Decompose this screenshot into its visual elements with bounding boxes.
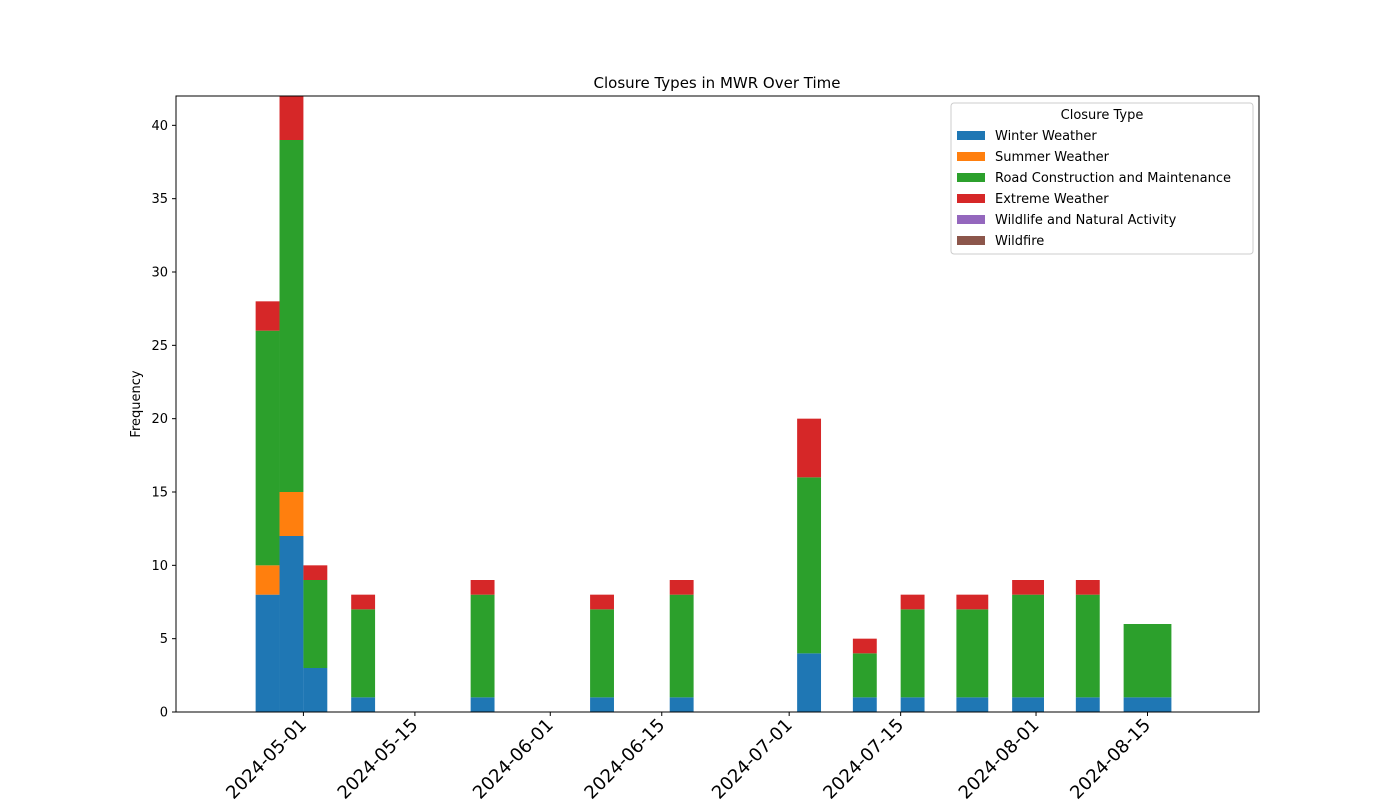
y-tick-label-4: 20 — [151, 412, 168, 427]
bar-segment-1-1 — [279, 492, 304, 536]
y-tick-label-6: 30 — [151, 266, 168, 281]
bar-segment-1-3 — [279, 96, 304, 140]
bar-segment-10-0 — [956, 697, 989, 712]
bar-segment-12-2 — [1075, 594, 1100, 698]
legend-box — [950, 102, 1254, 255]
bar-segment-9-3 — [900, 594, 925, 610]
x-axis: 2024-05-01 2024-05-15 2024-06-01 2024-06-15… — [222, 712, 1155, 800]
x-tick-label-0: 2024-05-01 — [222, 715, 311, 800]
legend-label-0: Winter Weather — [995, 129, 1097, 144]
bar-segment-11-0 — [1012, 697, 1044, 712]
legend-swatch-4 — [957, 215, 985, 224]
bars-layer — [255, 96, 1172, 712]
bar-segment-0-3 — [255, 301, 280, 331]
bar-segment-3-3 — [351, 594, 376, 610]
bar-segment-2-3 — [303, 565, 328, 580]
x-tick-label-7: 2024-08-15 — [1066, 715, 1155, 800]
bar-segment-13-0 — [1123, 697, 1172, 712]
bar-segment-6-3 — [669, 580, 694, 595]
x-tick-label-5: 2024-07-15 — [819, 715, 908, 800]
bar-segment-5-2 — [590, 609, 614, 698]
bar-segment-7-3 — [797, 418, 822, 478]
y-tick-label-3: 15 — [151, 486, 168, 501]
bar-segment-9-2 — [900, 609, 925, 698]
bar-segment-11-3 — [1012, 580, 1044, 595]
legend-label-5: Wildfire — [995, 234, 1044, 249]
legend-label-4: Wildlife and Natural Activity — [995, 213, 1177, 228]
bar-segment-10-3 — [956, 594, 989, 610]
bar-segment-12-3 — [1075, 580, 1100, 595]
bar-segment-9-0 — [900, 697, 925, 712]
bar-segment-12-0 — [1075, 697, 1100, 712]
y-tick-label-0: 0 — [160, 706, 168, 721]
plot-frame — [175, 95, 1260, 713]
bar-segment-1-2 — [279, 140, 304, 492]
legend: Closure Type Winter Weather Summer Weather… — [950, 102, 1254, 255]
bar-segment-0-0 — [255, 594, 280, 712]
y-tick-label-2: 10 — [151, 559, 168, 574]
bar-segment-5-3 — [590, 594, 614, 610]
y-tick-label-5: 25 — [151, 339, 168, 354]
bar-segment-8-2 — [852, 653, 877, 698]
chart-title: Closure Types in MWR Over Time — [594, 74, 841, 92]
bar-segment-4-2 — [470, 594, 495, 698]
legend-swatch-0 — [957, 131, 985, 140]
legend-label-2: Road Construction and Maintenance — [995, 171, 1231, 186]
bar-segment-2-2 — [303, 580, 328, 668]
bar-segment-10-2 — [956, 609, 989, 698]
legend-label-3: Extreme Weather — [995, 192, 1109, 207]
legend-title: Closure Type — [1061, 108, 1144, 123]
bar-segment-8-3 — [852, 638, 877, 654]
bar-segment-8-0 — [852, 697, 877, 712]
y-axis: 0 5 10 15 20 25 30 35 40 — [151, 119, 176, 721]
x-tick-label-6: 2024-08-01 — [955, 715, 1044, 800]
x-tick-label-3: 2024-06-15 — [580, 715, 669, 800]
y-axis-title: Frequency — [129, 370, 144, 437]
legend-label-1: Summer Weather — [995, 150, 1110, 165]
bar-segment-0-2 — [255, 330, 280, 566]
y-tick-label-8: 40 — [151, 119, 168, 134]
legend-swatch-1 — [957, 152, 985, 161]
bar-segment-4-3 — [470, 580, 495, 595]
x-tick-label-4: 2024-07-01 — [708, 715, 797, 800]
bar-segment-13-2 — [1123, 624, 1172, 698]
bar-segment-7-0 — [797, 653, 822, 712]
x-tick-label-1: 2024-05-15 — [334, 715, 423, 800]
bar-segment-7-2 — [797, 477, 822, 654]
bar-segment-1-0 — [279, 536, 304, 712]
legend-swatch-3 — [957, 194, 985, 203]
bar-segment-6-0 — [669, 697, 694, 712]
bar-segment-11-2 — [1012, 594, 1044, 698]
y-tick-label-1: 5 — [160, 632, 168, 647]
bar-segment-0-1 — [255, 565, 280, 595]
legend-swatch-2 — [957, 173, 985, 182]
legend-swatch-5 — [957, 236, 985, 245]
bar-segment-6-2 — [669, 594, 694, 698]
bar-segment-2-0 — [303, 668, 328, 712]
bar-segment-5-0 — [590, 697, 614, 712]
bar-segment-3-0 — [351, 697, 376, 712]
x-tick-label-2: 2024-06-01 — [469, 715, 558, 800]
bar-segment-4-0 — [470, 697, 495, 712]
y-tick-label-7: 35 — [151, 192, 168, 207]
bar-segment-3-2 — [351, 609, 376, 698]
